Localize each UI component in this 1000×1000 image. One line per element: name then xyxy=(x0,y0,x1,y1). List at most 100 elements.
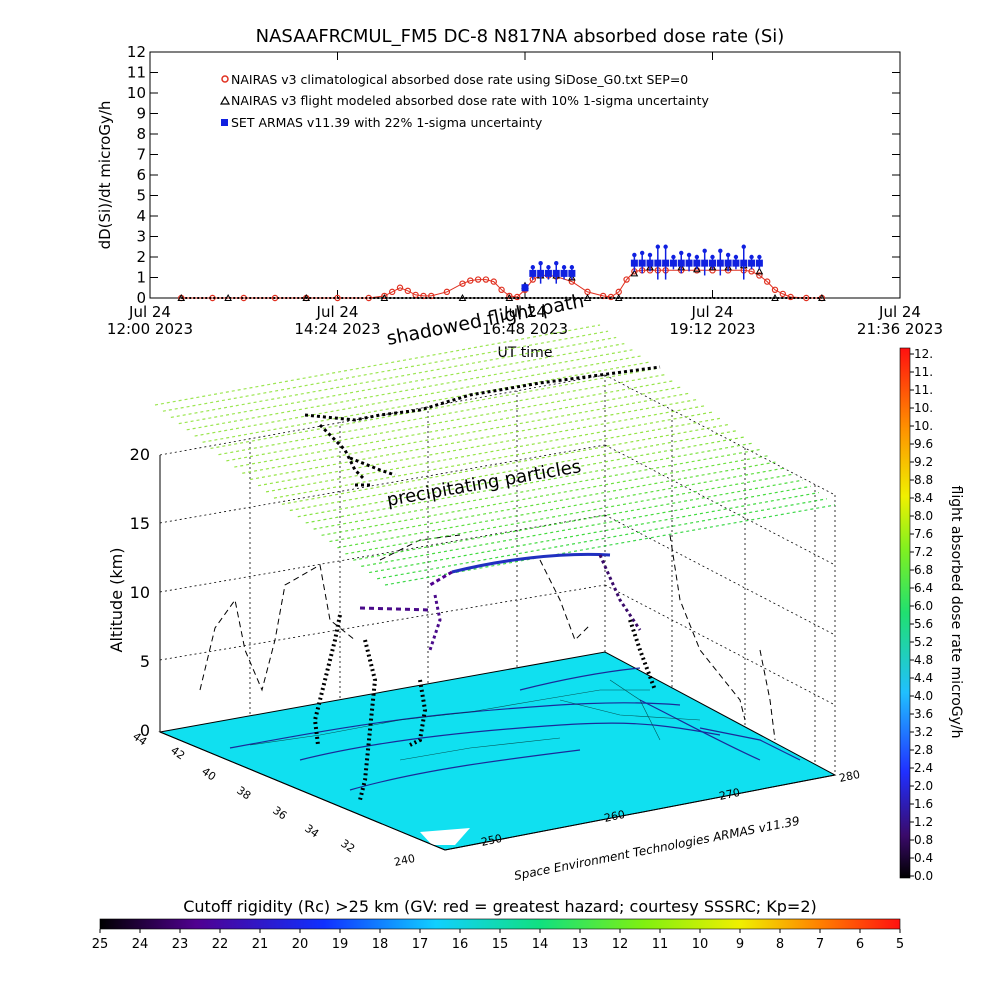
point-armas xyxy=(521,284,529,292)
annotation-precipitating-particles: precipitating particles xyxy=(385,456,582,511)
rigidity-tick-label: 13 xyxy=(572,937,589,952)
back-wall-grid xyxy=(159,374,836,775)
altitude-tick: 15 xyxy=(130,514,150,533)
point-climatological xyxy=(482,276,490,283)
point-climatological xyxy=(474,276,482,283)
rigidity-tick-label: 24 xyxy=(132,937,149,952)
point-climatological xyxy=(771,286,779,293)
point-flight-modeled xyxy=(818,293,826,301)
series-layer xyxy=(177,244,826,302)
point-climatological xyxy=(513,293,521,301)
dose-tick-label: 0.4 xyxy=(914,851,933,865)
error-cap-armas xyxy=(663,244,668,249)
point-armas xyxy=(693,259,701,267)
dose-tick-label: 12. xyxy=(914,347,933,361)
particle-line xyxy=(297,436,746,518)
legend: NAIRAS v3 climatological absorbed dose r… xyxy=(219,72,710,130)
point-armas xyxy=(716,259,724,267)
y-tick-label: 3 xyxy=(136,228,146,246)
rigidity-tick-label: 10 xyxy=(692,937,709,952)
particle-line xyxy=(313,448,763,530)
dose-tick-label: 4.0 xyxy=(914,689,933,703)
dose-colorbar: 12. 11. 11. 10. 10. 9.6 9.2 8.8 8.4 8.0 7.6 7.2 6.8 6… xyxy=(899,347,964,883)
point-armas xyxy=(755,259,763,267)
particle-line xyxy=(329,460,779,543)
rigidity-tick-label: 7 xyxy=(816,937,824,952)
dose-tick-label: 2.0 xyxy=(914,779,933,793)
point-armas xyxy=(646,259,654,267)
point-armas xyxy=(560,269,568,277)
longitude-tick: 260 xyxy=(603,808,626,825)
longitude-tick: 280 xyxy=(838,768,861,785)
dose-tick-label: 10. xyxy=(914,419,933,433)
point-armas xyxy=(537,269,545,277)
particle-line xyxy=(186,349,633,431)
rigidity-tick-label: 8 xyxy=(776,937,784,952)
rigidity-tick-label: 6 xyxy=(856,937,864,952)
point-climatological xyxy=(404,287,412,295)
legend-entry-flight-modeled: NAIRAS v3 flight modeled absorbed dose r… xyxy=(231,93,710,108)
point-climatological xyxy=(607,293,615,301)
error-cap-armas xyxy=(679,250,684,256)
point-armas xyxy=(630,259,638,267)
chart-title: NASAAFRCMUL_FM5 DC-8 N817NA absorbed dos… xyxy=(256,26,785,47)
dose-tick-label: 2.8 xyxy=(914,743,933,757)
particle-line xyxy=(202,361,649,443)
dose-tick-label: 3.2 xyxy=(914,725,933,739)
x-tick-label: 19:12 2023 xyxy=(669,320,755,338)
dose-tick-label: 6.4 xyxy=(914,581,933,595)
rigidity-tick-label: 18 xyxy=(372,937,389,952)
particle-line xyxy=(273,417,722,499)
particle-line xyxy=(337,467,787,549)
dose-tick-label: 9.2 xyxy=(914,455,933,469)
rigidity-tick-label: 11 xyxy=(652,937,669,952)
altitude-tick: 0 xyxy=(140,721,150,740)
particle-line xyxy=(321,454,771,536)
point-armas xyxy=(654,259,662,267)
rigidity-tick-label: 9 xyxy=(736,937,744,952)
point-armas xyxy=(552,269,560,277)
particle-line xyxy=(384,504,836,586)
dose-tick-label: 7.6 xyxy=(914,527,933,541)
dose-tick-label: 3.6 xyxy=(914,707,933,721)
point-flight-modeled xyxy=(630,269,639,277)
y-tick-label: 11 xyxy=(127,64,146,82)
plot-frame xyxy=(149,51,901,299)
error-cap-armas xyxy=(718,248,723,254)
point-armas xyxy=(709,259,716,267)
error-cap-armas xyxy=(749,254,754,260)
error-cap-armas xyxy=(561,265,567,270)
point-armas xyxy=(669,259,677,267)
y-tick-label: 12 xyxy=(127,43,146,61)
point-armas xyxy=(685,259,693,267)
x-axis-label: UT time xyxy=(498,345,553,361)
error-cap-armas xyxy=(702,248,707,254)
legend-entry-armas: SET ARMAS v11.39 with 22% 1-sigma uncert… xyxy=(231,115,543,130)
dose-tick-label: 6.8 xyxy=(914,563,933,577)
particle-line xyxy=(234,386,682,468)
altitude-tick: 20 xyxy=(130,445,150,464)
point-armas xyxy=(677,259,685,267)
rigidity-tick-label: 14 xyxy=(532,937,549,952)
point-armas xyxy=(701,259,709,267)
dose-tick-label: 1.2 xyxy=(914,815,933,829)
point-climatological xyxy=(388,288,396,296)
y-tick-label: 1 xyxy=(136,269,146,287)
particle-line xyxy=(353,479,803,561)
latitude-tick: 40 xyxy=(199,765,218,784)
dose-tick-label: 9.6 xyxy=(914,437,933,451)
cutoff-rigidity-label: Cutoff rigidity (Rc) >25 km (GV: red = g… xyxy=(183,897,817,916)
point-climatological xyxy=(490,278,497,285)
particle-line xyxy=(257,405,706,487)
point-climatological xyxy=(459,280,466,287)
particle-line xyxy=(265,411,714,493)
dose-tick-label: 7.2 xyxy=(914,545,933,559)
error-cap-armas xyxy=(694,254,700,260)
legend-marker-climatological xyxy=(221,75,229,83)
error-cap-armas xyxy=(686,252,692,258)
flight-track-profiles xyxy=(312,614,657,801)
rigidity-tick-label: 16 xyxy=(452,937,469,952)
error-cap-armas xyxy=(757,254,762,260)
